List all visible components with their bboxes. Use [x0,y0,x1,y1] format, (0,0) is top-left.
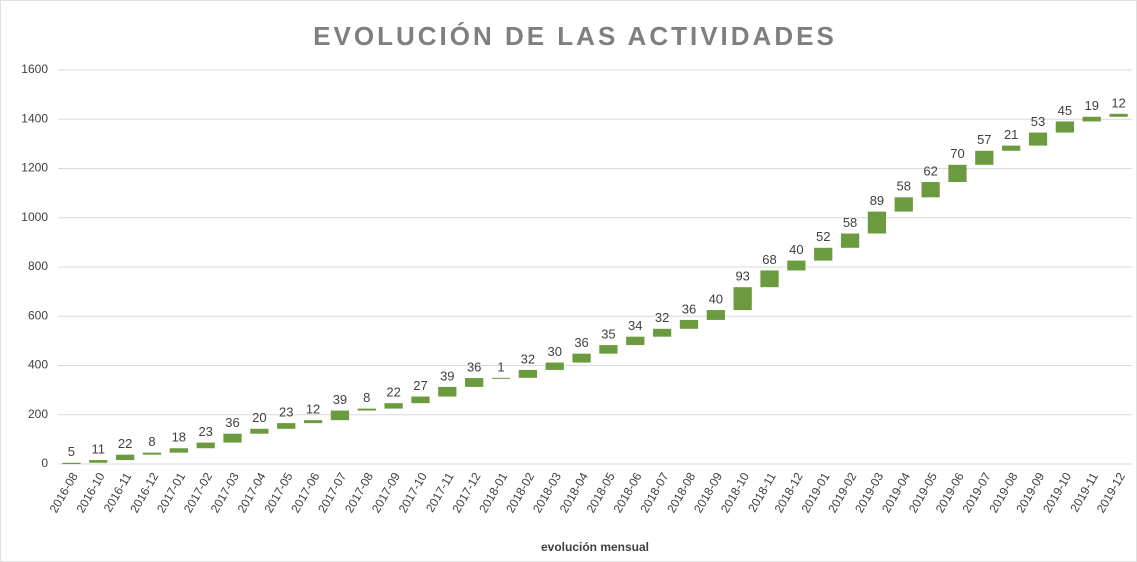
y-tick-label: 200 [28,407,48,421]
data-label: 22 [386,385,400,400]
data-label: 20 [252,410,266,425]
data-label: 35 [601,326,615,341]
bar [1109,113,1128,117]
x-axis-label: evolución mensual [541,540,649,554]
bar [867,211,887,234]
bar [652,328,672,337]
bar [626,336,645,346]
bar [1002,145,1021,151]
data-label: 39 [333,392,347,407]
bar [545,362,564,370]
y-tick-label: 1200 [21,161,48,175]
y-tick-label: 1600 [21,62,48,76]
data-label: 12 [1111,95,1125,110]
data-label: 62 [923,163,937,178]
bar [814,247,833,261]
data-label: 8 [363,390,370,405]
data-label: 40 [709,292,723,307]
bar [787,260,806,271]
bar [948,164,967,183]
data-label: 8 [148,434,155,449]
data-label: 39 [440,368,454,383]
data-label: 1 [497,359,504,374]
bar [330,410,350,421]
data-label: 23 [279,405,293,420]
data-label: 23 [198,424,212,439]
data-label: 93 [735,269,749,284]
y-tick-label: 800 [28,259,48,273]
data-label: 58 [843,215,857,230]
bar [142,452,162,455]
data-label: 57 [977,132,991,147]
data-label: 22 [118,436,132,451]
bar [840,233,860,248]
data-label: 11 [92,441,106,456]
data-label: 32 [521,351,535,366]
chart-title: EVOLUCIÓN DE LAS ACTIVIDADES [313,21,837,51]
data-label: 21 [1004,127,1018,142]
bar [491,377,511,379]
bar [223,433,242,443]
bar [518,369,538,378]
bar [169,448,188,453]
bar [733,287,752,311]
bar [357,408,376,411]
data-label: 18 [172,430,186,445]
bar [250,428,269,434]
bar [438,386,457,397]
data-label: 70 [950,146,964,161]
data-label: 32 [655,310,669,325]
bar [196,442,215,449]
data-label: 36 [225,415,239,430]
data-label: 5 [68,444,75,459]
bar [89,460,108,463]
y-tick-label: 1400 [21,111,48,125]
bar [62,462,81,464]
bar [679,319,699,329]
y-tick-label: 600 [28,308,48,322]
data-label: 34 [628,318,642,333]
data-label: 40 [789,242,803,257]
bar [303,420,323,424]
bar [277,423,296,429]
bar [894,197,913,212]
data-label: 36 [574,335,588,350]
data-label: 89 [870,193,884,208]
bar [760,270,779,288]
data-label: 27 [413,378,427,393]
data-label: 12 [306,402,320,417]
bar [411,396,430,404]
data-label: 52 [816,229,830,244]
bar [465,378,484,387]
bar [572,353,591,363]
y-tick-label: 0 [41,456,48,470]
bar [1028,132,1048,146]
data-label: 45 [1058,103,1072,118]
data-label: 36 [682,301,696,316]
data-label: 68 [762,252,776,267]
bar [921,182,940,198]
bar [115,454,135,461]
y-tick-label: 400 [28,358,48,372]
bar [975,150,994,165]
bar [1082,116,1101,122]
data-label: 53 [1031,114,1045,129]
data-label: 58 [897,179,911,194]
data-label: 19 [1084,98,1098,113]
bar [706,310,725,320]
data-label: 30 [547,344,561,359]
bar [1055,121,1075,133]
bar [599,345,618,354]
bar [384,403,403,409]
data-label: 36 [467,359,481,374]
y-tick-label: 1000 [21,210,48,224]
